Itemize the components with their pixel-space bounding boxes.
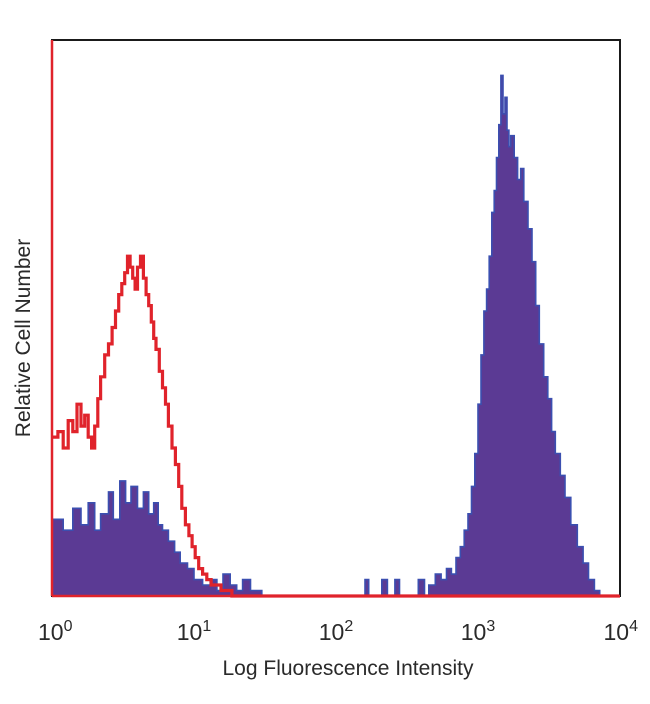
x-tick-label-1: 101 xyxy=(177,618,212,645)
x-tick-base-4: 10 xyxy=(604,619,630,645)
y-axis-title: Relative Cell Number xyxy=(12,239,35,437)
series-1-filled-histogram xyxy=(51,74,601,597)
x-tick-label-3: 103 xyxy=(461,618,496,645)
series-2-outline-histogram xyxy=(52,254,620,598)
x-tick-exponent-2: 2 xyxy=(344,618,353,635)
x-tick-base-2: 10 xyxy=(319,619,345,645)
x-tick-label-2: 102 xyxy=(319,618,354,645)
x-tick-label-0: 100 xyxy=(38,618,73,645)
x-tick-exponent-3: 3 xyxy=(486,618,495,635)
series-layer xyxy=(51,74,620,598)
x-tick-base-3: 10 xyxy=(461,619,487,645)
x-tick-labels: 100 101 102 103 104 xyxy=(38,618,638,645)
x-tick-exponent-1: 1 xyxy=(202,618,211,635)
x-tick-base-1: 10 xyxy=(177,619,203,645)
x-tick-exponent-4: 4 xyxy=(629,618,638,635)
x-axis-title: Log Fluorescence Intensity xyxy=(223,657,474,680)
x-tick-label-4: 104 xyxy=(604,618,639,645)
x-tick-base-0: 10 xyxy=(38,619,64,645)
x-tick-exponent-0: 0 xyxy=(64,618,73,635)
